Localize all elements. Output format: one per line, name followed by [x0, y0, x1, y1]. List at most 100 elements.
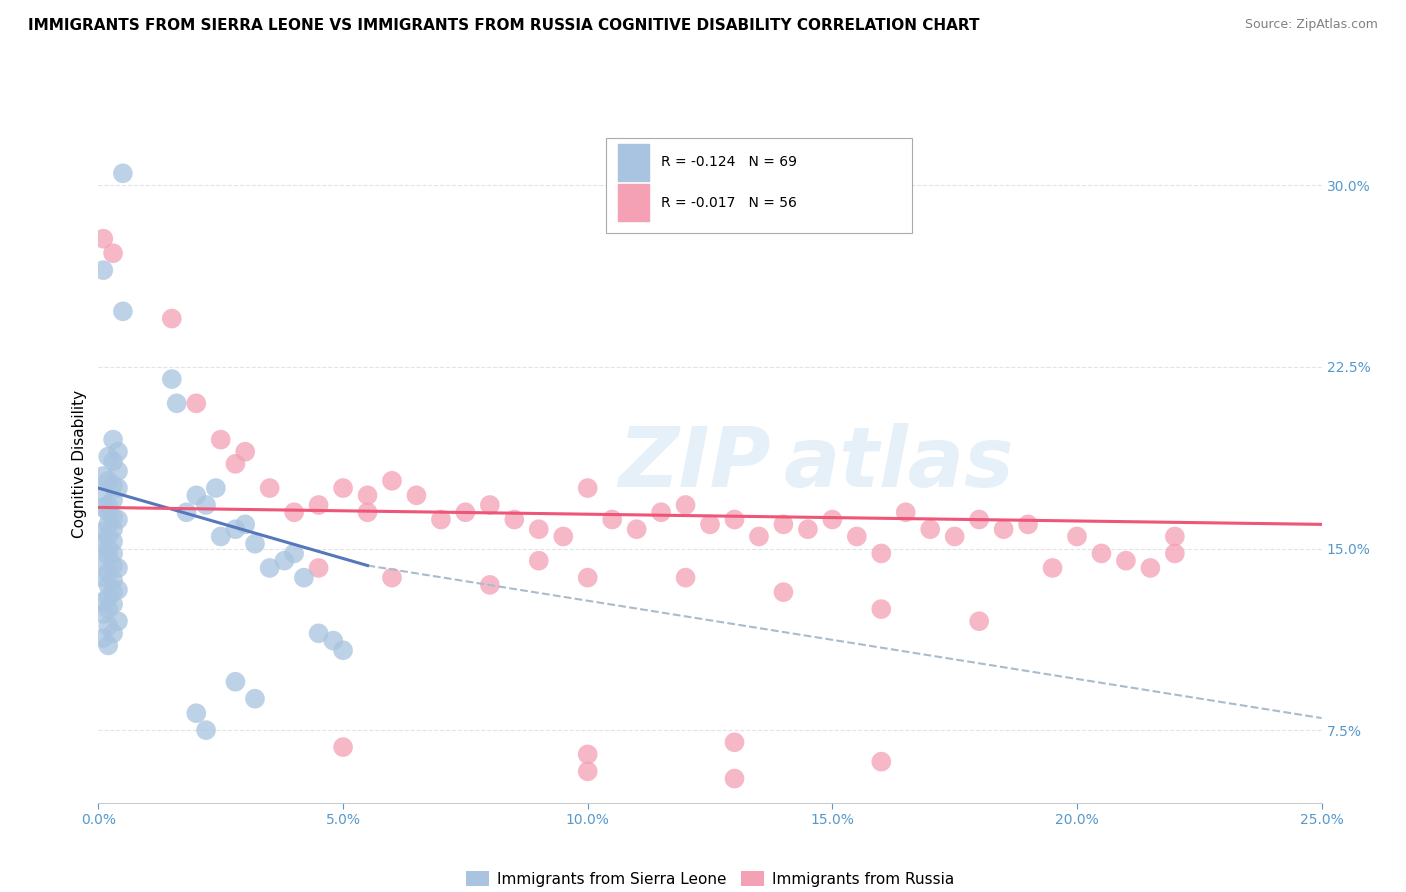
Point: [101, 478, 124, 492]
Point: [381, 571, 404, 585]
Point: [97, 474, 120, 488]
Point: [1164, 546, 1187, 560]
Point: [356, 505, 378, 519]
Point: [1164, 529, 1187, 543]
Point: [283, 546, 305, 560]
Point: [186, 706, 208, 721]
Point: [772, 517, 794, 532]
Point: [205, 481, 228, 495]
Point: [233, 517, 256, 532]
Point: [967, 614, 990, 628]
Y-axis label: Cognitive Disability: Cognitive Disability: [72, 390, 87, 538]
Point: [101, 546, 124, 560]
Point: [97, 578, 120, 592]
Point: [176, 505, 198, 519]
Point: [576, 481, 599, 495]
Point: [107, 444, 129, 458]
Point: [97, 639, 120, 653]
Point: [101, 246, 124, 260]
Point: [111, 166, 134, 180]
Bar: [619, 144, 648, 181]
Point: [308, 498, 330, 512]
Point: [243, 691, 266, 706]
Point: [101, 510, 124, 524]
Point: [243, 537, 266, 551]
Point: [107, 481, 129, 495]
Text: atlas: atlas: [783, 424, 1014, 504]
Point: [405, 488, 427, 502]
Point: [381, 474, 404, 488]
Point: [91, 524, 114, 539]
Point: [91, 571, 114, 585]
Point: [943, 529, 966, 543]
Point: [166, 396, 188, 410]
Point: [1066, 529, 1088, 543]
Point: [1017, 517, 1039, 532]
Point: [308, 626, 330, 640]
Point: [723, 772, 745, 786]
Point: [430, 512, 453, 526]
Point: [626, 522, 648, 536]
Point: [772, 585, 794, 599]
Point: [195, 723, 218, 738]
Point: [993, 522, 1015, 536]
Point: [650, 505, 672, 519]
Point: [273, 554, 295, 568]
Text: Source: ZipAtlas.com: Source: ZipAtlas.com: [1244, 18, 1378, 31]
Bar: [619, 184, 648, 221]
Point: [101, 433, 124, 447]
Point: [107, 464, 129, 478]
Point: [503, 512, 526, 526]
Point: [91, 595, 114, 609]
Point: [101, 558, 124, 573]
Point: [97, 505, 120, 519]
Point: [91, 486, 114, 500]
Point: [209, 433, 232, 447]
Point: [160, 372, 183, 386]
Point: [283, 505, 305, 519]
Point: [101, 585, 124, 599]
Point: [821, 512, 844, 526]
Point: [97, 498, 120, 512]
Point: [576, 571, 599, 585]
Point: [478, 578, 501, 592]
Point: [748, 529, 770, 543]
Point: [576, 747, 599, 762]
Point: [224, 457, 246, 471]
Point: [97, 517, 120, 532]
Point: [870, 755, 893, 769]
Point: [332, 740, 354, 755]
Point: [186, 396, 208, 410]
Point: [97, 541, 120, 556]
Point: [101, 522, 124, 536]
Point: [101, 597, 124, 611]
FancyBboxPatch shape: [606, 138, 912, 234]
Point: [91, 469, 114, 483]
Point: [101, 493, 124, 508]
Point: [233, 444, 256, 458]
Point: [111, 304, 134, 318]
Point: [91, 554, 114, 568]
Point: [91, 232, 114, 246]
Point: [478, 498, 501, 512]
Point: [967, 512, 990, 526]
Point: [97, 549, 120, 563]
Point: [920, 522, 942, 536]
Point: [870, 602, 893, 616]
Point: [101, 573, 124, 587]
Point: [454, 505, 477, 519]
Point: [209, 529, 232, 543]
Text: R = -0.017   N = 56: R = -0.017 N = 56: [661, 196, 797, 210]
Text: ZIP: ZIP: [619, 424, 772, 504]
Point: [576, 764, 599, 779]
Point: [292, 571, 315, 585]
Point: [91, 263, 114, 277]
Point: [259, 481, 281, 495]
Point: [97, 529, 120, 543]
Point: [332, 481, 354, 495]
Point: [107, 512, 129, 526]
Point: [101, 626, 124, 640]
Point: [160, 311, 183, 326]
Point: [91, 500, 114, 515]
Point: [322, 633, 344, 648]
